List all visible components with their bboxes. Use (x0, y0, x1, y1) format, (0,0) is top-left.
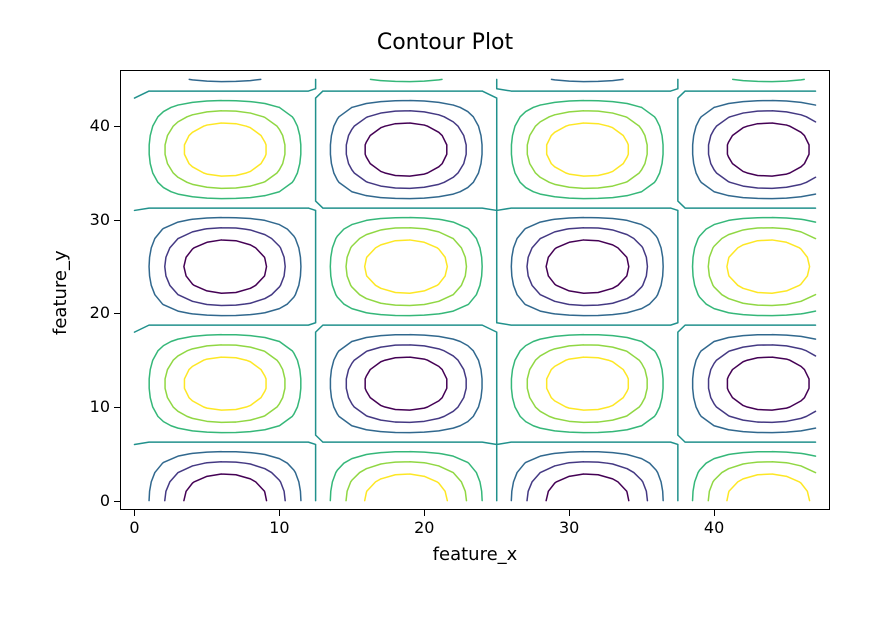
y-tick-label: 10 (70, 397, 110, 416)
y-tick-label: 0 (70, 491, 110, 510)
y-tick (114, 313, 120, 314)
spine-top (120, 70, 830, 71)
spine-bottom (120, 509, 830, 510)
x-tick (714, 510, 715, 516)
figure: Contour Plot feature_x feature_y 0 10 20 30… (0, 0, 890, 625)
y-tick (114, 501, 120, 502)
x-tick (569, 510, 570, 516)
spine-right (829, 70, 830, 510)
chart-title: Contour Plot (0, 30, 890, 55)
y-tick (114, 407, 120, 408)
x-tick-label: 20 (404, 518, 444, 537)
spine-left (120, 70, 121, 510)
plot-area (120, 70, 830, 510)
x-tick-label: 40 (694, 518, 734, 537)
x-tick (279, 510, 280, 516)
contour-svg (120, 70, 830, 510)
x-tick (134, 510, 135, 516)
x-tick (424, 510, 425, 516)
x-axis-label: feature_x (120, 544, 830, 565)
y-tick-label: 30 (70, 210, 110, 229)
y-axis-label: feature_y (50, 250, 71, 335)
x-tick-label: 0 (114, 518, 154, 537)
x-tick-label: 30 (549, 518, 589, 537)
y-tick (114, 220, 120, 221)
x-tick-label: 10 (259, 518, 299, 537)
y-tick-label: 20 (70, 303, 110, 322)
y-tick (114, 126, 120, 127)
y-tick-label: 40 (70, 116, 110, 135)
contour-level (149, 79, 815, 500)
contour-level (134, 79, 815, 500)
